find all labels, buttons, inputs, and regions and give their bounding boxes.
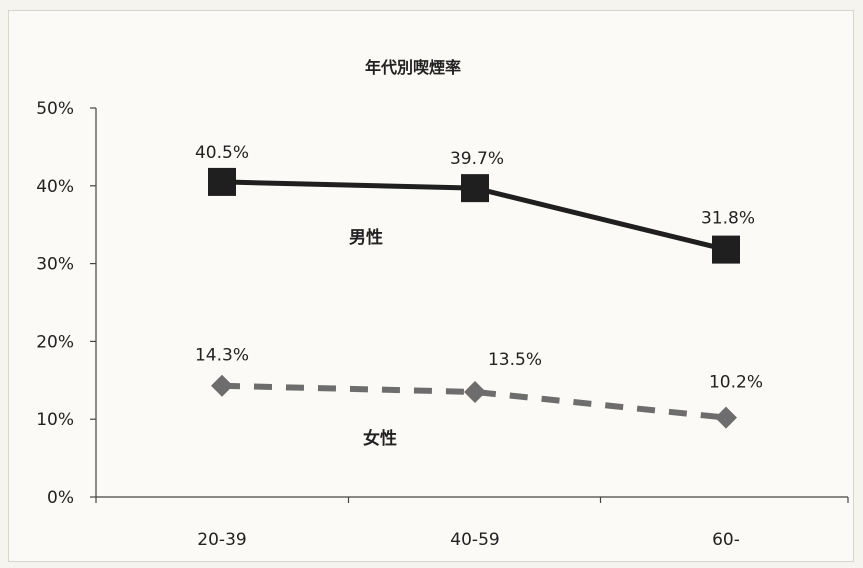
x-tick-label: 60-: [712, 530, 740, 550]
series-name-label: 女性: [363, 428, 397, 449]
y-tick-label: 10%: [36, 410, 74, 430]
data-label: 31.8%: [701, 209, 755, 229]
data-label: 10.2%: [709, 373, 763, 393]
data-point-marker: [464, 380, 486, 403]
data-label: 39.7%: [450, 149, 504, 169]
series-line-female: [221, 382, 727, 421]
series-layer: 40.5% 39.7% 31.8% 男性 14.3% 13.5% 10.2% 女性: [195, 143, 763, 449]
x-tick-label: 40-59: [450, 530, 499, 550]
data-point-marker: [712, 235, 740, 264]
y-tick-label: 30%: [36, 255, 74, 275]
data-point-marker: [208, 167, 236, 196]
data-label: 14.3%: [195, 346, 249, 366]
axes: 0% 10% 20% 30% 40% 50% 20-39 40-59 60-: [36, 99, 849, 550]
y-tick-label: 40%: [36, 177, 74, 197]
y-tick-label: 50%: [36, 99, 74, 119]
x-tick-label: 20-39: [197, 530, 246, 550]
y-tick-label: 0%: [47, 488, 74, 508]
data-point-marker: [461, 174, 489, 203]
data-label: 13.5%: [488, 350, 542, 370]
y-tick-label: 20%: [36, 332, 74, 352]
chart-title: 年代別喫煙率: [365, 58, 461, 77]
chart-frame: [8, 10, 854, 562]
series-name-label: 男性: [349, 227, 383, 248]
data-point-marker: [715, 406, 737, 429]
data-label: 40.5%: [195, 143, 249, 163]
data-point-marker: [211, 374, 233, 397]
